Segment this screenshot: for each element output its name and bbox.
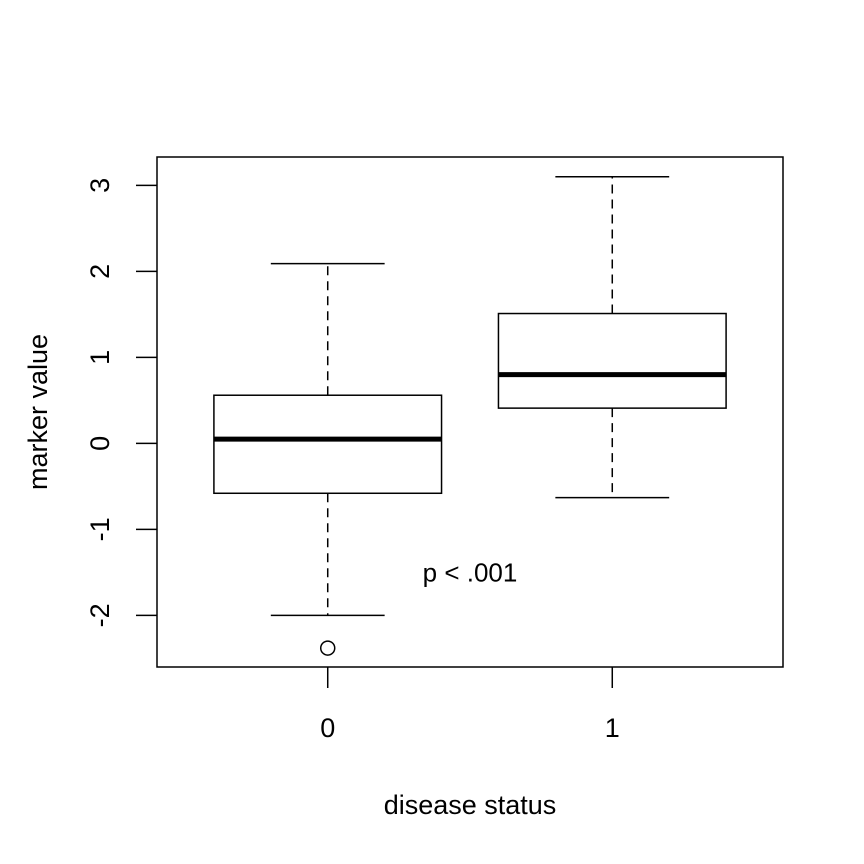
y-tick-label-1: 1 [85,350,115,365]
x-tick-label-1: 1 [605,713,620,743]
box-group-1 [497,176,727,499]
p-value-annotation: p < .001 [423,557,518,587]
y-tick-label--2: -2 [85,603,115,627]
box-0 [213,394,443,495]
box-1 [497,312,727,409]
box-group-0 [213,262,443,656]
y-tick-label-2: 2 [85,264,115,279]
y-tick-label-0: 0 [85,436,115,451]
y-tick-label--1: -1 [85,517,115,541]
outlier-point-0-0 [319,640,336,656]
x-tick-label-0: 0 [320,713,335,743]
x-axis-label: disease status [384,790,557,820]
y-axis-label: marker value [23,334,53,490]
plot-frame [156,156,784,668]
y-tick-label-3: 3 [85,178,115,193]
